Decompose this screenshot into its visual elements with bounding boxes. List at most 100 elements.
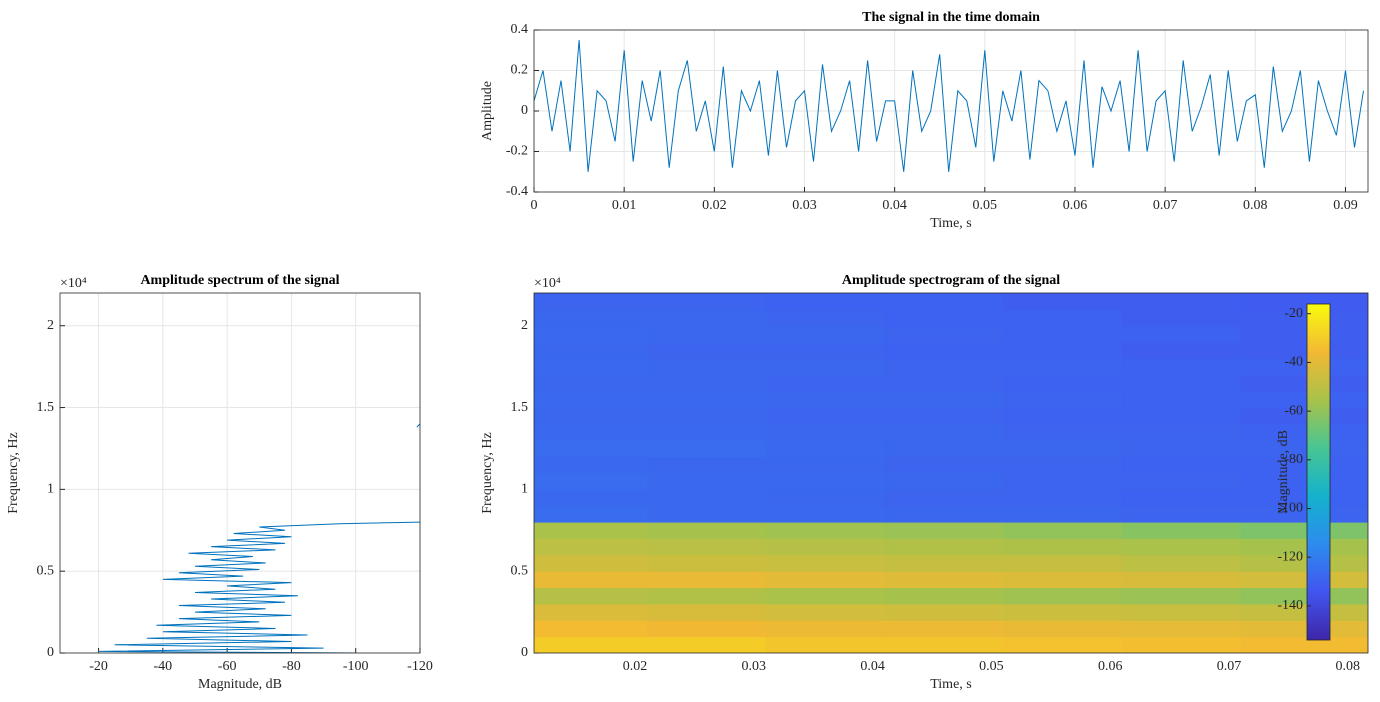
heat-cell	[646, 423, 767, 441]
heat-cell	[1240, 505, 1368, 523]
heat-cell	[646, 603, 767, 621]
plot	[534, 293, 1368, 653]
heat-cell	[1122, 554, 1242, 572]
heat-cell	[1240, 293, 1368, 310]
heat-cell	[884, 325, 1004, 343]
y-exponent: ×10⁴	[60, 276, 87, 291]
heat-cell	[1122, 309, 1242, 327]
heat-cell	[1240, 522, 1368, 539]
heat-cell	[884, 407, 1004, 425]
heat-cell	[884, 571, 1004, 589]
heat-cell	[646, 358, 767, 376]
x-tick-label: -100	[343, 659, 369, 674]
heat-cell	[765, 620, 885, 638]
heat-cell	[884, 374, 1004, 392]
heat-cell	[1003, 358, 1123, 376]
heat-cell	[1240, 325, 1368, 343]
heat-cell	[534, 391, 648, 409]
heat-cell	[1003, 293, 1123, 310]
heat-cell	[1122, 636, 1242, 653]
heat-cell	[1240, 636, 1368, 653]
x-tick-label: -80	[282, 659, 301, 674]
x-tick-label: 0.06	[1098, 659, 1123, 674]
heat-cell	[1003, 440, 1123, 458]
y-tick-label: 0.4	[511, 22, 529, 37]
heat-cell	[1122, 505, 1242, 523]
heat-cell	[646, 489, 767, 507]
colorbar-tick-label: -80	[1284, 452, 1303, 467]
heat-cell	[646, 374, 767, 392]
y-axis-label: Frequency, Hz	[480, 432, 495, 514]
heat-cell	[534, 473, 648, 490]
x-tick-label: 0.06	[1063, 198, 1088, 213]
heat-cell	[765, 522, 885, 539]
heat-cell	[1240, 473, 1368, 490]
heat-cell	[884, 342, 1004, 359]
x-tick-label: 0.02	[623, 659, 648, 674]
heat-cell	[646, 391, 767, 409]
heat-cell	[1122, 603, 1242, 621]
heat-cell	[534, 309, 648, 327]
heat-cell	[765, 391, 885, 409]
heat-cell	[765, 309, 885, 327]
y-tick-label: -0.4	[506, 184, 528, 199]
heat-cell	[1122, 423, 1242, 441]
heat-cell	[1240, 489, 1368, 507]
heat-cell	[1122, 489, 1242, 507]
heat-cell	[1122, 620, 1242, 638]
heat-cell	[884, 489, 1004, 507]
heat-cell	[646, 342, 767, 359]
y-tick-label: 1.5	[37, 400, 55, 415]
colorbar-tick-label: -20	[1284, 306, 1303, 321]
heat-cell	[646, 407, 767, 425]
heat-cell	[884, 309, 1004, 327]
heat-cell	[884, 423, 1004, 441]
x-tick-label: 0	[531, 198, 538, 213]
heat-cell	[646, 587, 767, 605]
heat-cell	[534, 489, 648, 507]
heat-cell	[1003, 423, 1123, 441]
heat-cell	[1122, 374, 1242, 392]
heat-cell	[646, 309, 767, 327]
heat-cell	[884, 358, 1004, 376]
colorbar-tick-label: -40	[1284, 355, 1303, 370]
y-tick-label: 0.5	[37, 563, 55, 578]
heat-cell	[765, 456, 885, 474]
y-exponent: ×10⁴	[534, 276, 561, 291]
heat-cell	[1122, 456, 1242, 474]
heat-cell	[765, 374, 885, 392]
heat-cell	[765, 440, 885, 458]
y-tick-label: 1.5	[511, 400, 529, 415]
heat-cell	[765, 505, 885, 523]
heat-cell	[884, 538, 1004, 556]
heat-cell	[534, 456, 648, 474]
heat-cell	[534, 505, 648, 523]
y-tick-label: 0	[521, 645, 528, 660]
colorbar-tick-label: -120	[1277, 549, 1303, 564]
heat-cell	[646, 636, 767, 653]
y-axis-label: Amplitude	[480, 81, 495, 141]
signal-line	[416, 423, 420, 428]
heat-cell	[1240, 571, 1368, 589]
heat-cell	[1003, 636, 1123, 653]
x-tick-label: 0.08	[1336, 659, 1361, 674]
heat-cell	[1003, 603, 1123, 621]
heat-cell	[534, 587, 648, 605]
heat-cell	[1003, 473, 1123, 490]
heat-cell	[765, 358, 885, 376]
heat-cell	[884, 391, 1004, 409]
x-tick-label: 0.09	[1333, 198, 1358, 213]
x-axis-label: Magnitude, dB	[198, 677, 282, 692]
axes-frame	[533, 292, 1369, 654]
heat-cell	[646, 571, 767, 589]
heat-cell	[1122, 440, 1242, 458]
x-tick-label: 0.05	[979, 659, 1004, 674]
colorbar-tick-label: -60	[1284, 403, 1303, 418]
heat-cell	[765, 538, 885, 556]
heat-cell	[1003, 456, 1123, 474]
y-tick-label: 0.2	[511, 63, 529, 78]
heat-cell	[1003, 554, 1123, 572]
heat-cell	[534, 342, 648, 359]
heat-cell	[884, 636, 1004, 653]
